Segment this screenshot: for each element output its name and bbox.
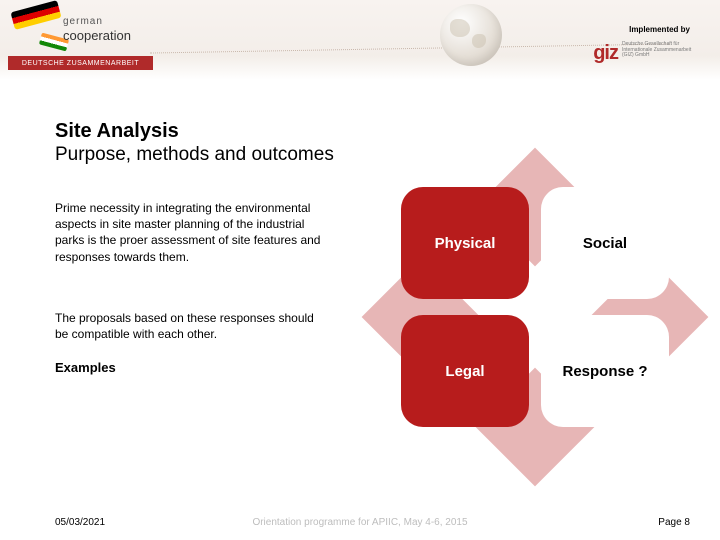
footer-center-text: Orientation programme for APIIC, May 4-6… [0, 517, 720, 528]
globe-icon [440, 4, 502, 66]
logo-line1: german [63, 16, 103, 27]
quad-box-physical: Physical [401, 187, 529, 299]
quad-diagram: Physical Social Legal Response ? [395, 185, 675, 445]
logo-line2: cooperation [63, 28, 131, 43]
giz-logo-text: giz [593, 42, 618, 65]
giz-logo-block: giz Deutsche Gesellschaft für Internatio… [593, 42, 692, 65]
examples-heading: Examples [55, 360, 116, 375]
footer-page-number: Page 8 [658, 517, 690, 528]
quad-box-response: Response ? [541, 315, 669, 427]
german-cooperation-logo: german cooperation DEUTSCHE ZUSAMMENARBE… [8, 6, 158, 76]
quad-box-social: Social [541, 187, 669, 299]
body-paragraph-2: The proposals based on these responses s… [55, 310, 315, 342]
footer-date: 05/03/2021 [55, 517, 105, 528]
slide: german cooperation DEUTSCHE ZUSAMMENARBE… [0, 0, 720, 540]
body-paragraph-1: Prime necessity in integrating the envir… [55, 200, 325, 265]
page-title: Site Analysis [55, 120, 179, 143]
page-subtitle: Purpose, methods and outcomes [55, 144, 334, 166]
giz-subtext: Deutsche Gesellschaft für Internationale… [622, 42, 692, 59]
quad-box-legal: Legal [401, 315, 529, 427]
logo-strip: DEUTSCHE ZUSAMMENARBEIT [8, 56, 153, 70]
implemented-by-label: Implemented by [629, 25, 690, 34]
